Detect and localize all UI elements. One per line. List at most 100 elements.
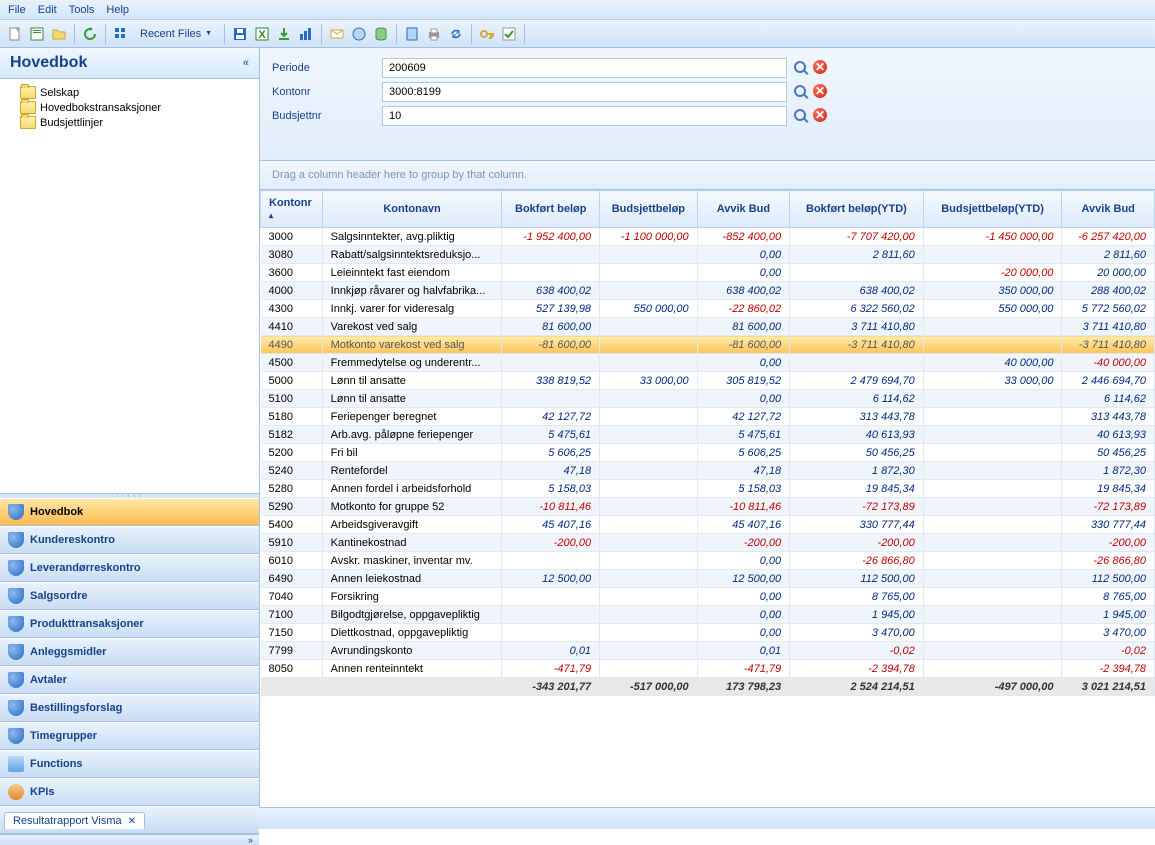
- table-row[interactable]: 3000Salgsinntekter, avg.pliktig-1 952 40…: [261, 228, 1155, 246]
- cell-kontonr: 5400: [261, 516, 323, 534]
- recent-files-dropdown[interactable]: Recent Files: [134, 28, 218, 40]
- globe-icon[interactable]: [350, 25, 368, 43]
- table-row[interactable]: 5910Kantinekostnad-200,00-200,00-200,00-…: [261, 534, 1155, 552]
- table-row[interactable]: 5180Feriepenger beregnet42 127,7242 127,…: [261, 408, 1155, 426]
- column-header[interactable]: Budsjettbeløp: [600, 191, 698, 228]
- data-grid[interactable]: Kontonr ▴KontonavnBokført beløpBudsjettb…: [260, 190, 1155, 807]
- sync-icon[interactable]: [447, 25, 465, 43]
- search-icon[interactable]: [793, 84, 809, 100]
- save-icon[interactable]: [231, 25, 249, 43]
- table-row[interactable]: 7150Diettkostnad, oppgavepliktig0,003 47…: [261, 624, 1155, 642]
- column-header[interactable]: Avvik Bud: [697, 191, 789, 228]
- tree-item[interactable]: Selskap: [0, 85, 259, 100]
- cell-value: 40 613,93: [790, 426, 924, 444]
- menu-tools[interactable]: Tools: [69, 4, 95, 16]
- column-header[interactable]: Kontonr ▴: [261, 191, 323, 228]
- excel-icon[interactable]: X: [253, 25, 271, 43]
- table-row[interactable]: 5182Arb.avg. påløpne feriepenger5 475,61…: [261, 426, 1155, 444]
- delete-icon[interactable]: ✕: [813, 108, 827, 122]
- table-row[interactable]: 3600Leieinntekt fast eiendom0,00-20 000,…: [261, 264, 1155, 282]
- column-header[interactable]: Bokført beløp: [502, 191, 600, 228]
- table-row[interactable]: 7040Forsikring0,008 765,008 765,00: [261, 588, 1155, 606]
- nav-item-salgsordre[interactable]: Salgsordre: [0, 582, 259, 610]
- table-row[interactable]: 6490Annen leiekostnad12 500,0012 500,001…: [261, 570, 1155, 588]
- column-header[interactable]: Bokført beløp(YTD): [790, 191, 924, 228]
- table-row[interactable]: 4490Motkonto varekost ved salg-81 600,00…: [261, 336, 1155, 354]
- nav-item-anleggsmidler[interactable]: Anleggsmidler: [0, 638, 259, 666]
- cell-kontonavn: Fri bil: [322, 444, 502, 462]
- cell-value: 338 819,52: [502, 372, 600, 390]
- grid-icon[interactable]: [112, 25, 130, 43]
- nav-item-kundereskontro[interactable]: Kundereskontro: [0, 526, 259, 554]
- nav-item-timegrupper[interactable]: Timegrupper: [0, 722, 259, 750]
- table-row[interactable]: 6010Avskr. maskiner, inventar mv.0,00-26…: [261, 552, 1155, 570]
- table-row[interactable]: 4500Fremmedytelse og underentr...0,0040 …: [261, 354, 1155, 372]
- table-row[interactable]: 5000Lønn til ansatte338 819,5233 000,003…: [261, 372, 1155, 390]
- nav-item-produkttransaksjoner[interactable]: Produkttransaksjoner: [0, 610, 259, 638]
- nav-item-functions[interactable]: Functions: [0, 750, 259, 778]
- table-row[interactable]: 5280Annen fordel i arbeidsforhold5 158,0…: [261, 480, 1155, 498]
- table-row[interactable]: 7100Bilgodtgjørelse, oppgavepliktig0,001…: [261, 606, 1155, 624]
- key-icon[interactable]: [478, 25, 496, 43]
- cell-value: -200,00: [790, 534, 924, 552]
- sidebar-collapse-button[interactable]: «: [243, 57, 249, 69]
- column-header[interactable]: Kontonavn: [322, 191, 502, 228]
- delete-icon[interactable]: ✕: [813, 84, 827, 98]
- tree-item[interactable]: Hovedbokstransaksjoner: [0, 100, 259, 115]
- nav-item-bestillingsforslag[interactable]: Bestillingsforslag: [0, 694, 259, 722]
- tab-resultatrapport[interactable]: Resultatrapport Visma ✕: [4, 812, 145, 829]
- table-row[interactable]: 7799Avrundingskonto0,010,01-0,02-0,02: [261, 642, 1155, 660]
- open-icon[interactable]: [28, 25, 46, 43]
- db-icon[interactable]: [372, 25, 390, 43]
- cell-value: 313 443,78: [1062, 408, 1155, 426]
- nav-label: Timegrupper: [30, 730, 97, 742]
- menu-edit[interactable]: Edit: [38, 4, 57, 16]
- menu-file[interactable]: File: [8, 4, 26, 16]
- search-icon[interactable]: [793, 60, 809, 76]
- cell-value: 0,00: [697, 354, 789, 372]
- table-row[interactable]: 5100Lønn til ansatte0,006 114,626 114,62: [261, 390, 1155, 408]
- cell-value: -471,79: [502, 660, 600, 678]
- cell-value: 50 456,25: [790, 444, 924, 462]
- folder-icon[interactable]: [50, 25, 68, 43]
- cell-value: -1 952 400,00: [502, 228, 600, 246]
- nav-item-leverandrreskontro[interactable]: Leverandørreskontro: [0, 554, 259, 582]
- cell-value: 42 127,72: [502, 408, 600, 426]
- param-input-kontonr[interactable]: [382, 82, 787, 102]
- mail-icon[interactable]: [328, 25, 346, 43]
- print-icon[interactable]: [425, 25, 443, 43]
- new-icon[interactable]: [6, 25, 24, 43]
- group-by-bar[interactable]: Drag a column header here to group by th…: [260, 161, 1155, 190]
- doc-icon[interactable]: [403, 25, 421, 43]
- table-row[interactable]: 5400Arbeidsgiveravgift45 407,1645 407,16…: [261, 516, 1155, 534]
- export-icon[interactable]: [275, 25, 293, 43]
- menu-help[interactable]: Help: [106, 4, 129, 16]
- tree-item[interactable]: Budsjettlinjer: [0, 115, 259, 130]
- cell-value: [790, 354, 924, 372]
- search-icon[interactable]: [793, 108, 809, 124]
- table-row[interactable]: 5290Motkonto for gruppe 52-10 811,46-10 …: [261, 498, 1155, 516]
- check-icon[interactable]: [500, 25, 518, 43]
- nav-item-hovedbok[interactable]: Hovedbok: [0, 498, 259, 526]
- sidebar-footer: »: [0, 834, 259, 845]
- table-row[interactable]: 5200Fri bil5 606,255 606,2550 456,2550 4…: [261, 444, 1155, 462]
- param-input-periode[interactable]: [382, 58, 787, 78]
- chart-icon[interactable]: [297, 25, 315, 43]
- refresh-icon[interactable]: [81, 25, 99, 43]
- cell-value: [600, 444, 698, 462]
- table-row[interactable]: 4410Varekost ved salg81 600,0081 600,003…: [261, 318, 1155, 336]
- tab-close-icon[interactable]: ✕: [128, 816, 136, 827]
- table-row[interactable]: 8050Annen renteinntekt-471,79-471,79-2 3…: [261, 660, 1155, 678]
- table-row[interactable]: 4000Innkjøp råvarer og halvfabrika...638…: [261, 282, 1155, 300]
- column-header[interactable]: Avvik Bud: [1062, 191, 1155, 228]
- delete-icon[interactable]: ✕: [813, 60, 827, 74]
- nav-item-kpis[interactable]: KPIs: [0, 778, 259, 806]
- sidebar-more-button[interactable]: »: [248, 835, 251, 845]
- table-row[interactable]: 4300Innkj. varer for videresalg527 139,9…: [261, 300, 1155, 318]
- cell-value: 0,00: [697, 390, 789, 408]
- table-row[interactable]: 3080Rabatt/salgsinntektsreduksjo...0,002…: [261, 246, 1155, 264]
- column-header[interactable]: Budsjettbeløp(YTD): [923, 191, 1062, 228]
- table-row[interactable]: 5240Rentefordel47,1847,181 872,301 872,3…: [261, 462, 1155, 480]
- nav-item-avtaler[interactable]: Avtaler: [0, 666, 259, 694]
- param-input-budsjettnr[interactable]: [382, 106, 787, 126]
